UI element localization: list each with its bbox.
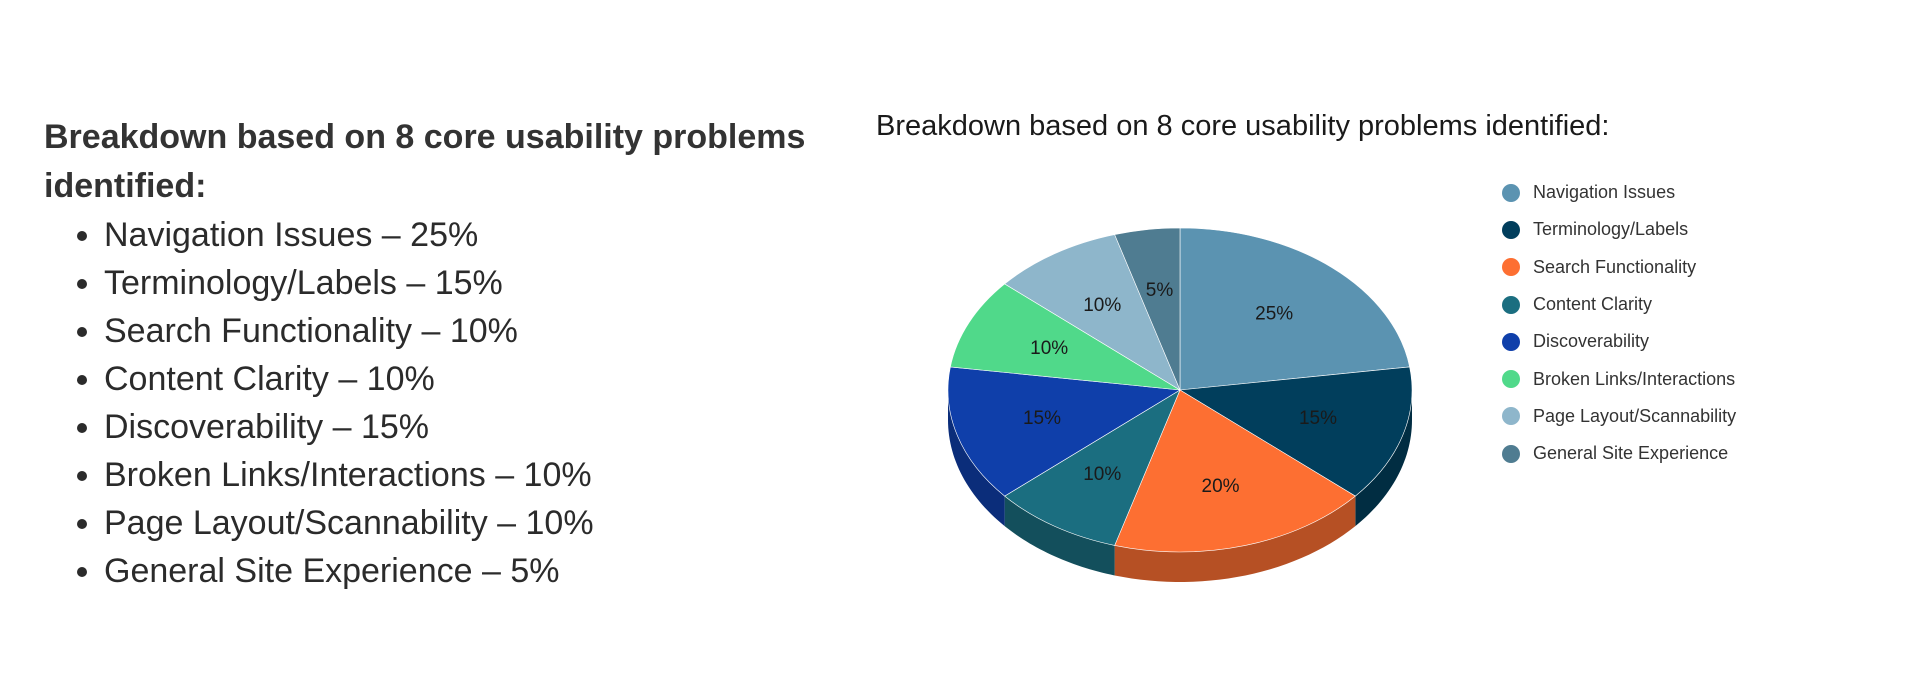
pie-data-label: 10% bbox=[1083, 295, 1121, 316]
legend-item: Navigation Issues bbox=[1502, 174, 1736, 211]
legend-item: Discoverability bbox=[1502, 323, 1736, 360]
pie-data-label: 10% bbox=[1030, 338, 1068, 359]
pie-data-label: 15% bbox=[1299, 408, 1337, 429]
pie-slice bbox=[1004, 389, 1181, 546]
pie-data-label: 15% bbox=[1023, 408, 1061, 429]
legend-item: General Site Experience bbox=[1502, 435, 1736, 472]
legend-swatch bbox=[1502, 370, 1520, 389]
legend-item: Broken Links/Interactions bbox=[1502, 360, 1736, 397]
legend-item: Terminology/Labels bbox=[1502, 211, 1736, 248]
legend-swatch bbox=[1502, 444, 1520, 463]
legend-swatch bbox=[1502, 295, 1520, 314]
breakdown-heading: Breakdown based on 8 core usability prob… bbox=[44, 118, 806, 205]
pie-chart-panel: Breakdown based on 8 core usability prob… bbox=[860, 110, 1880, 630]
pie-slice bbox=[1114, 227, 1181, 391]
pie-slice bbox=[1179, 366, 1413, 497]
list-item: Navigation Issues – 25% bbox=[104, 211, 844, 259]
legend-item: Search Functionality bbox=[1502, 249, 1736, 286]
pie-data-label: 25% bbox=[1255, 304, 1293, 325]
text-breakdown: Breakdown based on 8 core usability prob… bbox=[44, 113, 844, 595]
legend-swatch bbox=[1502, 332, 1520, 351]
legend-label: Broken Links/Interactions bbox=[1533, 368, 1736, 389]
legend-label: Content Clarity bbox=[1533, 294, 1653, 315]
pie-chart: 25% 15% 20% 10% 15% 10% 10% 5% bbox=[947, 227, 1413, 582]
pie-slice bbox=[1004, 234, 1181, 391]
legend-label: Search Functionality bbox=[1533, 256, 1697, 277]
pie-slice-side bbox=[1355, 390, 1412, 527]
pie-slice bbox=[949, 283, 1181, 391]
list-item: General Site Experience – 5% bbox=[104, 547, 844, 595]
legend-label: Page Layout/Scannability bbox=[1533, 405, 1737, 426]
list-item: Content Clarity – 10% bbox=[104, 355, 844, 403]
legend-label: Navigation Issues bbox=[1533, 182, 1676, 203]
legend-item: Page Layout/Scannability bbox=[1502, 398, 1736, 435]
pie-slice bbox=[1114, 389, 1356, 553]
legend-label: Discoverability bbox=[1533, 331, 1650, 352]
pie-slice bbox=[947, 366, 1181, 497]
legend-swatch bbox=[1502, 258, 1520, 277]
list-item: Page Layout/Scannability – 10% bbox=[104, 499, 844, 547]
pie-data-label: 10% bbox=[1083, 464, 1121, 485]
list-item: Discoverability – 15% bbox=[104, 403, 844, 451]
list-item: Broken Links/Interactions – 10% bbox=[104, 451, 844, 499]
pie-slice-side bbox=[1114, 496, 1356, 582]
legend-label: Terminology/Labels bbox=[1533, 219, 1689, 240]
legend-label: General Site Experience bbox=[1533, 443, 1729, 464]
legend-item: Content Clarity bbox=[1502, 286, 1736, 323]
list-item: Search Functionality – 10% bbox=[104, 307, 844, 355]
pie-slice-side bbox=[1004, 496, 1115, 576]
pie-slice bbox=[1179, 227, 1411, 391]
pie-data-label: 20% bbox=[1202, 476, 1240, 497]
chart-legend: Navigation Issues Terminology/Labels Searc… bbox=[1502, 174, 1736, 472]
breakdown-list: Navigation Issues – 25% Terminology/Labe… bbox=[44, 211, 844, 595]
chart-title: Breakdown based on 8 core usability prob… bbox=[876, 110, 1610, 142]
pie-slice-side bbox=[948, 390, 1005, 527]
pie-data-label: 5% bbox=[1146, 280, 1174, 301]
legend-swatch bbox=[1502, 220, 1520, 239]
legend-swatch bbox=[1502, 407, 1520, 426]
legend-swatch bbox=[1502, 183, 1520, 202]
list-item: Terminology/Labels – 15% bbox=[104, 259, 844, 307]
